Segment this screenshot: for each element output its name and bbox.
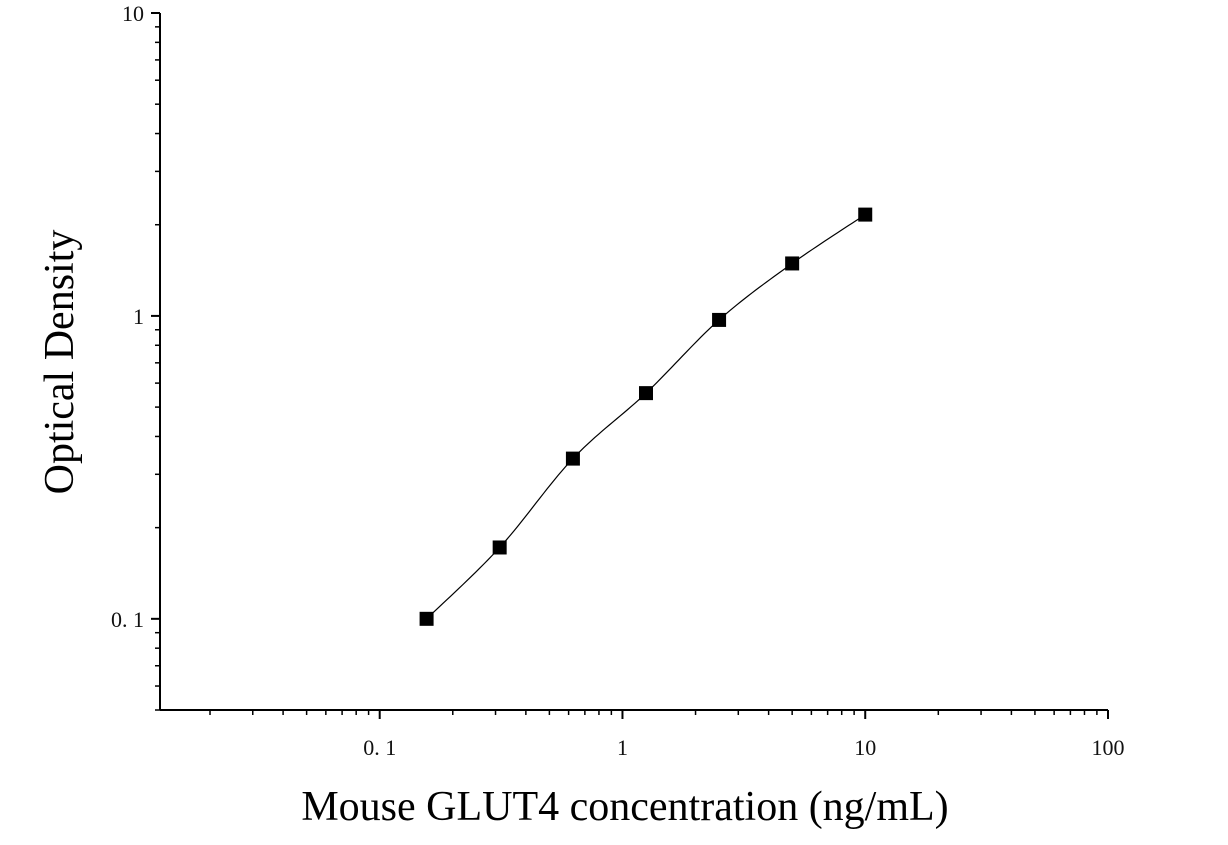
data-point xyxy=(638,386,653,401)
tick-labels: 0. 1 1 10 100 0. 1 1 10 xyxy=(111,1,1125,760)
data-point xyxy=(565,451,580,466)
y-axis-title: Optical Density xyxy=(37,230,83,495)
x-tick-label: 10 xyxy=(854,735,876,760)
y-tick-label: 10 xyxy=(122,1,144,26)
x-tick-label: 0. 1 xyxy=(363,735,396,760)
ticks xyxy=(151,12,1109,719)
y-tick-label: 1 xyxy=(133,304,144,329)
fit-curve xyxy=(426,214,866,620)
x-tick-label: 1 xyxy=(617,735,628,760)
data-point xyxy=(785,256,800,271)
data-point xyxy=(419,611,434,626)
x-tick-label: 100 xyxy=(1092,735,1125,760)
data-point xyxy=(858,207,873,222)
data-points xyxy=(419,207,873,626)
data-point xyxy=(492,540,507,555)
y-tick-label: 0. 1 xyxy=(111,607,144,632)
data-point xyxy=(712,312,727,327)
x-axis-title: Mouse GLUT4 concentration (ng/mL) xyxy=(301,784,948,830)
axes xyxy=(159,13,1108,711)
